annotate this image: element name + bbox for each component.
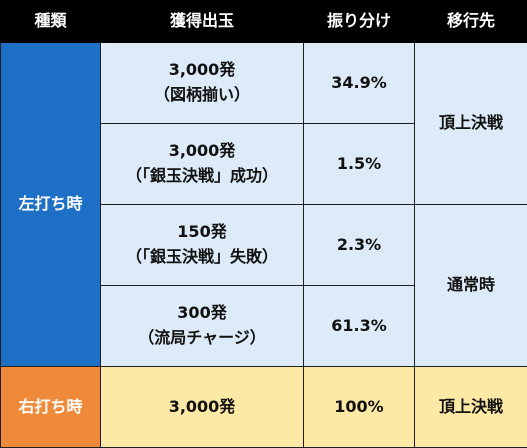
table-row: 左打ち時 3,000発 （図柄揃い） 34.9% 頂上決戦 (0, 42, 527, 367)
payout-amount: 150発 (177, 222, 227, 242)
destination-cell: 頂上決戦 (414, 42, 527, 205)
destination-cell: 頂上決戦 (414, 366, 527, 448)
ratio-cell: 1.5% (303, 123, 415, 205)
right-shot-label: 右打ち時 (0, 366, 101, 448)
header-destination: 移行先 (414, 0, 527, 43)
payout-amount: 300発 (177, 303, 227, 323)
table-row: 300発 （流局チャージ） 61.3% (1, 285, 527, 367)
header-type: 種類 (0, 0, 101, 43)
ratio-cell: 2.3% (303, 204, 415, 286)
header-ratio: 振り分け (303, 0, 415, 43)
header-row: 種類 獲得出玉 振り分け 移行先 (0, 0, 527, 43)
destination-cell: 通常時 (414, 204, 527, 367)
table-row: 右打ち時 3,000発 100% 頂上決戦 (0, 366, 527, 448)
left-shot-label: 左打ち時 (0, 42, 101, 367)
ratio-cell: 100% (303, 366, 415, 448)
payout-cell: 3,000発 （「銀玉決戦」成功） (100, 123, 304, 205)
header-payout: 獲得出玉 (100, 0, 304, 43)
payout-cell: 150発 （「銀玉決戦」失敗） (100, 204, 304, 286)
payout-cell: 300発 （流局チャージ） (100, 285, 304, 367)
table-row: 3,000発 （「銀玉決戦」成功） 1.5% (1, 123, 527, 205)
ratio-cell: 61.3% (303, 285, 415, 367)
payout-detail: （図柄揃い） (153, 85, 250, 104)
payout-detail: （流局チャージ） (138, 328, 266, 347)
ratio-cell: 34.9% (303, 42, 415, 124)
table-row: 150発 （「銀玉決戦」失敗） 2.3% 通常時 (1, 204, 527, 367)
payout-cell: 3,000発 (100, 366, 304, 448)
payout-detail: （「銀玉決戦」失敗） (125, 247, 278, 266)
payout-amount: 3,000発 (168, 141, 236, 161)
payout-detail: （「銀玉決戦」成功） (125, 166, 278, 185)
payout-cell: 3,000発 （図柄揃い） (100, 42, 304, 124)
payout-amount: 3,000発 (168, 60, 236, 80)
